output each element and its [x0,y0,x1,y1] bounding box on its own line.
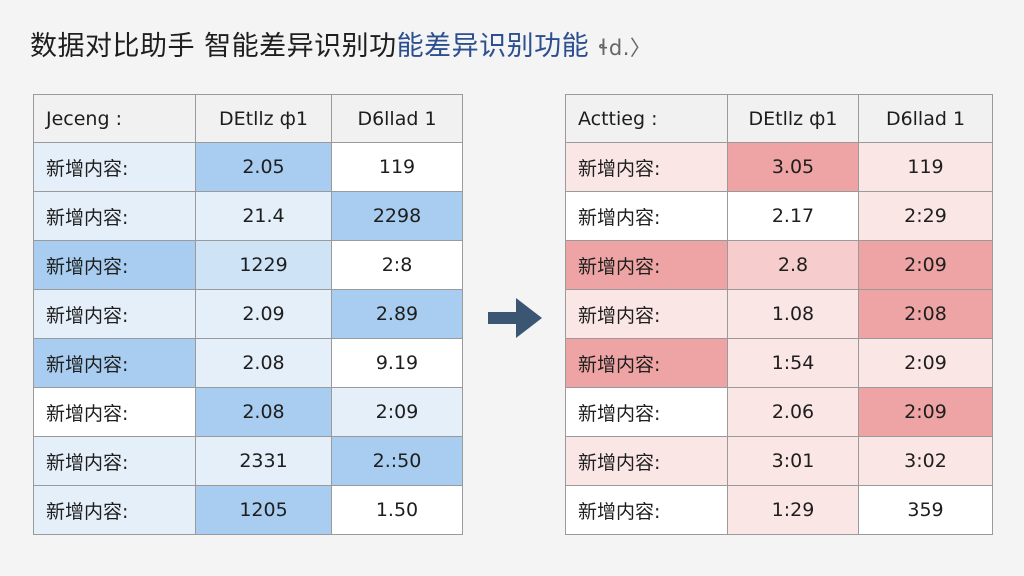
row-label: 新增内容: [565,436,728,486]
title-highlight: 能差异识别功能 [396,31,590,62]
value-cell: 3:02 [858,436,993,486]
row-label: 新增内容: [565,338,728,388]
value-cell: 2331 [195,436,332,486]
column-header: Acttieg : [565,94,728,143]
value-cell: 2.:50 [331,436,463,486]
value-cell: 1:29 [727,485,859,535]
table-row: 新增内容: 2.05 119 [33,142,463,192]
table-row: 新增内容: 2.09 2.89 [33,289,463,339]
value-cell: 119 [331,142,463,192]
row-label: 新增内容: [33,289,196,339]
row-label: 新增内容: [33,191,196,241]
value-cell: 1229 [195,240,332,290]
value-cell: 2.08 [195,338,332,388]
table-row: 新增内容: 2.06 2:09 [565,387,993,437]
title-main: 数据对比助手 智能差异识别功 [30,31,397,62]
value-cell: 2.8 [727,240,859,290]
value-cell: 1.08 [727,289,859,339]
row-label: 新增内容: [33,387,196,437]
row-label: 新增内容: [33,240,196,290]
value-cell: 2298 [331,191,463,241]
value-cell: 119 [858,142,993,192]
value-cell: 2:08 [858,289,993,339]
value-cell: 21.4 [195,191,332,241]
value-cell: 2.89 [331,289,463,339]
page-title: 数据对比助手 智能差异识别功能差异识别功能 ɬd.〉 [30,24,651,63]
value-cell: 359 [858,485,993,535]
table-row: 新增内容: 1205 1.50 [33,485,463,535]
row-label: 新增内容: [565,191,728,241]
title-note: ɬd.〉 [598,36,652,60]
value-cell: 2.06 [727,387,859,437]
table-row: 新增内容: 2.08 2:09 [33,387,463,437]
column-header: Jeceng : [33,94,196,143]
table-row: 新增内容: 1229 2:8 [33,240,463,290]
value-cell: 2:09 [858,387,993,437]
result-table: Acttieg : DEtllz ф1 D6llad 1 新增内容: 3.05 … [565,94,993,535]
table-row: 新增内容: 2.8 2:09 [565,240,993,290]
column-header: DEtllz ф1 [727,94,859,143]
source-table: Jeceng : DEtllz ф1 D6llad 1 新增内容: 2.05 1… [33,94,463,535]
header-row: Acttieg : DEtllz ф1 D6llad 1 [565,94,993,143]
column-header: D6llad 1 [331,94,463,143]
arrow-right-icon [488,298,542,338]
row-label: 新增内容: [33,485,196,535]
table-row: 新增内容: 2331 2.:50 [33,436,463,486]
value-cell: 2:09 [858,240,993,290]
table-row: 新增内容: 3:01 3:02 [565,436,993,486]
row-label: 新增内容: [33,338,196,388]
row-label: 新增内容: [565,142,728,192]
value-cell: 1205 [195,485,332,535]
value-cell: 1:54 [727,338,859,388]
value-cell: 3.05 [727,142,859,192]
value-cell: 2.09 [195,289,332,339]
row-label: 新增内容: [565,387,728,437]
value-cell: 2:29 [858,191,993,241]
value-cell: 2.08 [195,387,332,437]
column-header: D6llad 1 [858,94,993,143]
row-label: 新增内容: [565,240,728,290]
table-row: 新增内容: 2.17 2:29 [565,191,993,241]
table-row: 新增内容: 1.08 2:08 [565,289,993,339]
value-cell: 2.17 [727,191,859,241]
table-row: 新增内容: 2.08 9.19 [33,338,463,388]
table-row: 新增内容: 21.4 2298 [33,191,463,241]
row-label: 新增内容: [33,142,196,192]
table-row: 新增内容: 1:29 359 [565,485,993,535]
value-cell: 2.05 [195,142,332,192]
row-label: 新增内容: [565,485,728,535]
table-row: 新增内容: 3.05 119 [565,142,993,192]
value-cell: 2:09 [858,338,993,388]
value-cell: 2:09 [331,387,463,437]
table-row: 新增内容: 1:54 2:09 [565,338,993,388]
column-header: DEtllz ф1 [195,94,332,143]
header-row: Jeceng : DEtllz ф1 D6llad 1 [33,94,463,143]
value-cell: 1.50 [331,485,463,535]
value-cell: 3:01 [727,436,859,486]
row-label: 新增内容: [33,436,196,486]
value-cell: 9.19 [331,338,463,388]
row-label: 新增内容: [565,289,728,339]
value-cell: 2:8 [331,240,463,290]
